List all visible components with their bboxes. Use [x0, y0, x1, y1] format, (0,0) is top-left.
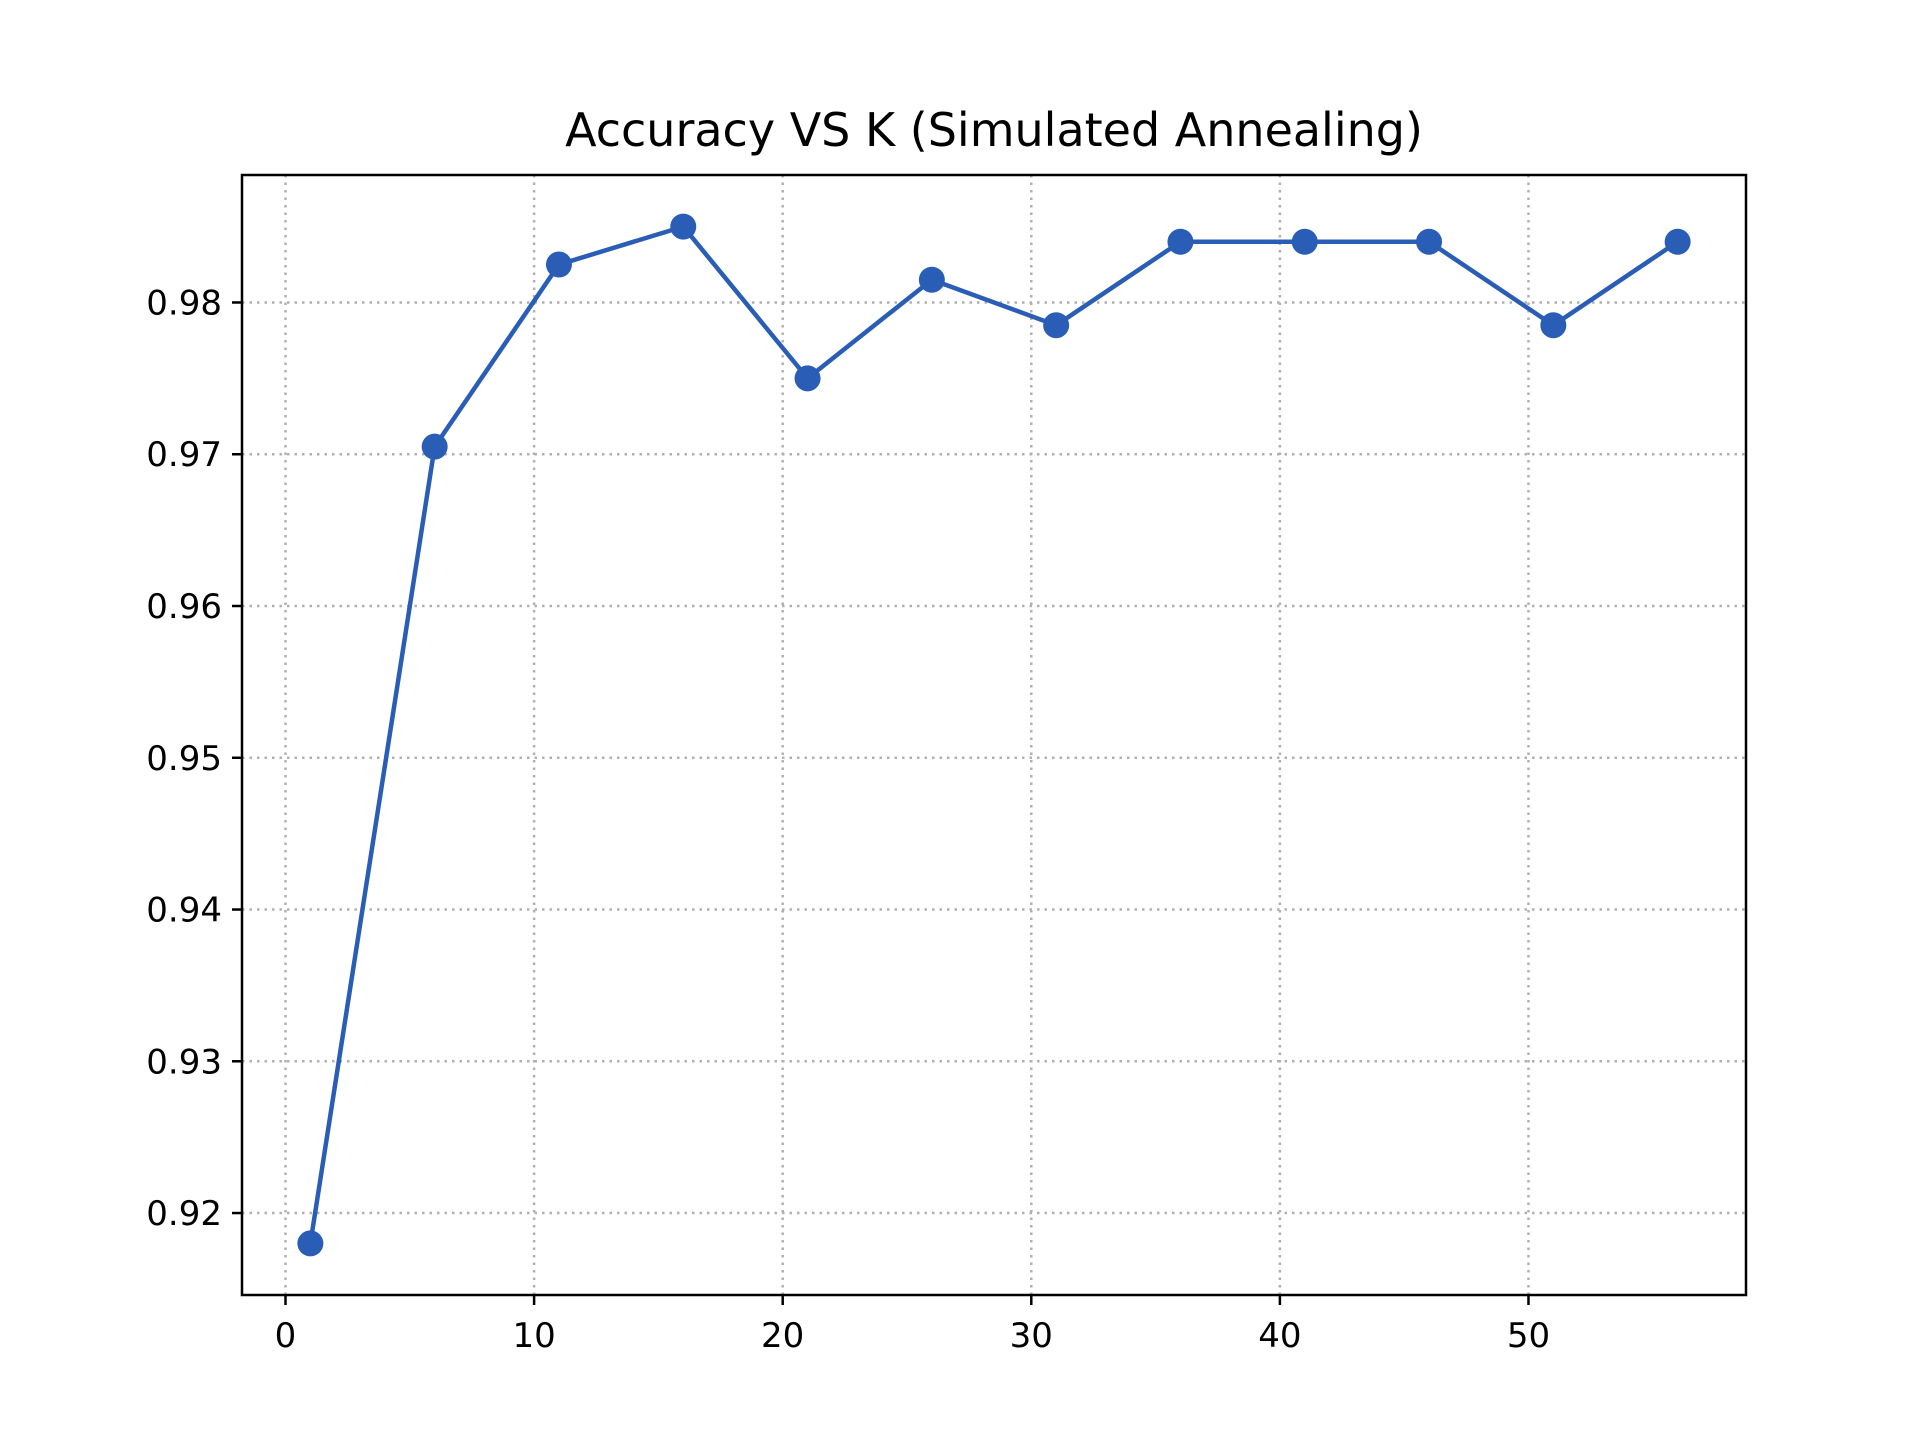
data-point — [1043, 312, 1070, 339]
x-tick-label: 50 — [1507, 1316, 1550, 1356]
data-point — [421, 433, 448, 460]
y-tick-label: 0.96 — [146, 587, 222, 627]
y-tick-label: 0.95 — [146, 739, 222, 779]
data-point — [1540, 312, 1567, 339]
axis-ticks: 0 10 20 30 40 50 0.92 0.93 0.94 0.95 0.96 0.97 0.98 — [146, 283, 1550, 1356]
y-tick-label: 0.97 — [146, 435, 222, 475]
data-point — [297, 1230, 324, 1257]
x-tick-label: 30 — [1010, 1316, 1053, 1356]
data-point — [1416, 228, 1443, 255]
data-point — [918, 266, 945, 293]
chart-title: Accuracy VS K (Simulated Annealing) — [565, 103, 1423, 157]
x-tick-label: 40 — [1258, 1316, 1301, 1356]
data-point — [794, 365, 821, 392]
x-tick-label: 20 — [761, 1316, 804, 1356]
y-tick-label: 0.94 — [146, 891, 222, 931]
y-tick-label: 0.98 — [146, 283, 222, 323]
series-layer — [297, 213, 1691, 1257]
data-point — [1291, 228, 1318, 255]
x-tick-label: 10 — [512, 1316, 555, 1356]
series-line — [308, 224, 1679, 1244]
data-point — [670, 213, 697, 240]
y-tick-label: 0.92 — [146, 1194, 222, 1234]
x-tick-label: 0 — [275, 1316, 297, 1356]
data-point — [545, 251, 572, 278]
data-point — [1664, 228, 1691, 255]
y-tick-label: 0.93 — [146, 1042, 222, 1082]
plot-area-frame — [240, 173, 1748, 1297]
data-point — [1167, 228, 1194, 255]
